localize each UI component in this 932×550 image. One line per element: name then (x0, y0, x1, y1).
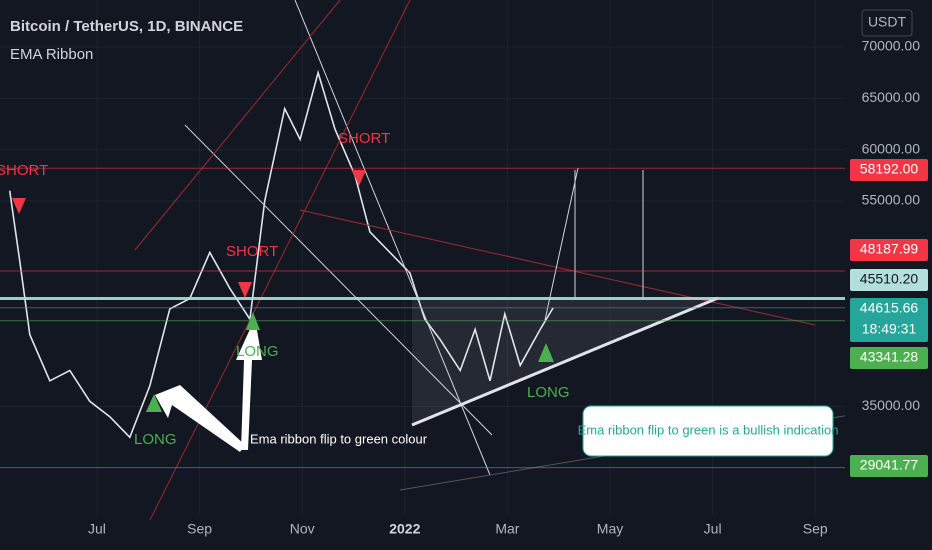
short-marker (12, 198, 26, 214)
x-tick-label: Jul (88, 521, 106, 537)
long-marker (538, 343, 554, 362)
signal-label: LONG (134, 431, 177, 448)
long-marker (146, 394, 162, 412)
price-tag (850, 347, 928, 369)
signal-label: SHORT (226, 243, 278, 260)
short-marker (238, 282, 252, 298)
countdown: 18:49:31 (862, 321, 917, 337)
price-tag-label: 43341.28 (860, 349, 919, 365)
triangle-edge (411, 296, 719, 427)
x-tick-label: 2022 (389, 521, 420, 537)
currency-box[interactable] (861, 9, 913, 37)
x-tick-label: May (597, 521, 623, 537)
short-marker (352, 170, 366, 186)
trend-line (134, 0, 341, 251)
price-tag (850, 298, 928, 342)
y-tick-label: 65000.00 (862, 89, 921, 105)
signal-label: SHORT (0, 162, 48, 179)
trend-line (294, 0, 491, 476)
target-arrow (544, 167, 579, 321)
trend-line (299, 209, 816, 326)
price-tag-label: 58192.00 (860, 161, 919, 177)
arrow (155, 385, 245, 452)
annotation: Ema ribbon flip to green is a bullish in… (578, 422, 839, 437)
y-tick-label: 35000.00 (862, 397, 921, 413)
x-tick-label: Jul (704, 521, 722, 537)
currency[interactable]: USDT (868, 14, 907, 30)
price-tag (850, 269, 928, 291)
price-line (8, 69, 554, 439)
price-tag-label: 44615.66 (860, 300, 919, 316)
price-tag-label: 45510.20 (860, 271, 919, 287)
price-tag (850, 239, 928, 261)
indicator-name: EMA Ribbon (10, 46, 93, 63)
chart-title: Bitcoin / TetherUS, 1D, BINANCE (10, 18, 243, 35)
x-tick-label: Nov (290, 521, 315, 537)
price-tag (850, 455, 928, 477)
signal-label: SHORT (338, 130, 390, 147)
price-tag-label: 48187.99 (860, 241, 919, 257)
price-tag-label: 29041.77 (860, 457, 919, 473)
annotation: Ema ribbon flip to green colour (250, 431, 428, 446)
y-tick-label: 70000.00 (862, 38, 921, 54)
x-tick-label: Sep (803, 521, 828, 537)
callout-arrows (155, 318, 262, 452)
annotation-box (582, 405, 834, 457)
trend-line (149, 0, 411, 521)
y-tick-label: 55000.00 (862, 192, 921, 208)
arrow (236, 318, 262, 450)
signal-label: LONG (527, 384, 570, 401)
signal-label: LONG (236, 343, 279, 360)
y-tick-label: 60000.00 (862, 140, 921, 156)
price-tag (850, 159, 928, 181)
x-tick-label: Sep (187, 521, 212, 537)
trend-line (184, 124, 493, 436)
x-tick-label: Mar (495, 521, 519, 537)
